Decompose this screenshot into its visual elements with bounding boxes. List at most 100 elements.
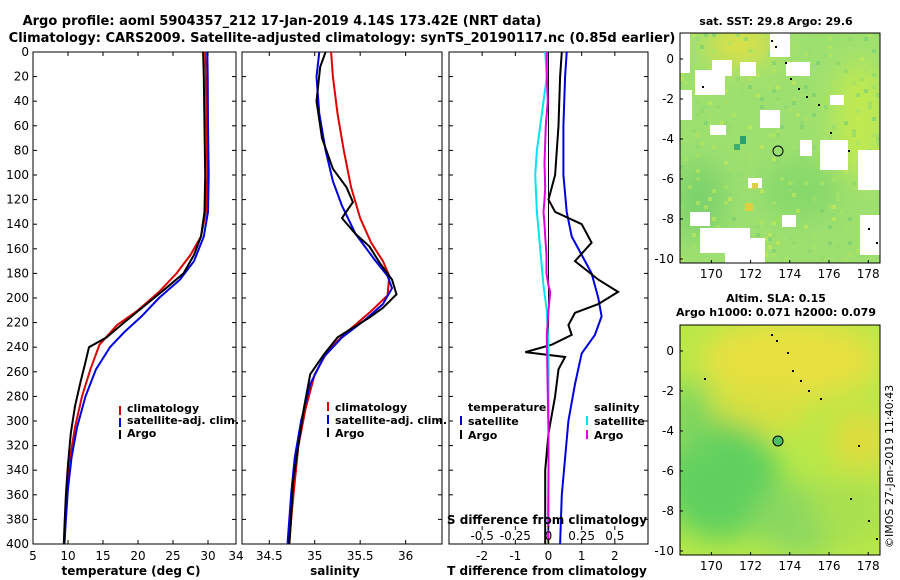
sst-pixel bbox=[772, 253, 776, 257]
sst-pixel bbox=[868, 105, 872, 109]
sst-pixel bbox=[760, 189, 764, 193]
argo-float-marker bbox=[772, 145, 784, 157]
difference-legend-salinity: salinity satellite Argo bbox=[586, 401, 645, 442]
sst-pixel bbox=[736, 33, 740, 37]
sst-pixel bbox=[812, 145, 816, 149]
legend-temperature-heading: temperature bbox=[468, 401, 546, 414]
sst-pixel bbox=[812, 93, 816, 97]
sst-pixel bbox=[700, 145, 704, 149]
sst-pixel bbox=[800, 121, 804, 125]
depth-tick-label: 180 bbox=[6, 266, 29, 280]
sst-pixel bbox=[864, 37, 868, 41]
sst-pixel bbox=[876, 137, 880, 141]
x-tick-label: -2 bbox=[476, 549, 488, 563]
sst-pixel bbox=[796, 113, 800, 117]
sst-pixel bbox=[748, 85, 752, 89]
sst-pixel bbox=[744, 37, 748, 41]
sst-pixel bbox=[728, 85, 732, 89]
sst-pixel bbox=[736, 173, 740, 177]
x-tick-label: 5 bbox=[29, 549, 37, 563]
sst-pixel bbox=[792, 81, 796, 85]
sst-pixel bbox=[700, 45, 704, 49]
sst-pixel bbox=[768, 133, 772, 137]
sst-pixel bbox=[724, 185, 728, 189]
sst-pixel bbox=[852, 81, 856, 85]
salinity-difference-label: S difference from climatology bbox=[447, 513, 647, 527]
x-tick-label: 10 bbox=[60, 549, 75, 563]
sst-pixel bbox=[844, 73, 848, 77]
sst-pixel bbox=[836, 193, 840, 197]
series-line-argo bbox=[288, 52, 398, 544]
sst-pixel bbox=[704, 105, 708, 109]
sst-pixel bbox=[680, 73, 684, 77]
sst-pixel bbox=[804, 85, 808, 89]
sst-pixel bbox=[804, 181, 808, 185]
sst-pixel bbox=[704, 33, 708, 37]
map-y-tick-label: -10 bbox=[654, 544, 674, 558]
sst-pixel bbox=[696, 169, 700, 173]
map-y-tick-label: -4 bbox=[662, 132, 674, 146]
figure-title-line1: Argo profile: aoml 5904357_212 17-Jan-20… bbox=[23, 14, 542, 29]
sst-pixel bbox=[744, 161, 748, 165]
sst-pixel bbox=[724, 161, 728, 165]
sst-pixel bbox=[716, 105, 720, 109]
sst-pixel bbox=[836, 261, 840, 263]
sst-pixel bbox=[844, 169, 848, 173]
sst-pixel bbox=[820, 209, 824, 213]
sst-pixel bbox=[748, 49, 752, 53]
sst-pixel bbox=[864, 89, 868, 93]
legend-t-argo: Argo bbox=[468, 429, 498, 442]
sst-pixel bbox=[696, 113, 700, 117]
depth-tick-label: 80 bbox=[14, 143, 29, 157]
sst-pixel bbox=[792, 97, 796, 101]
x-tick-label: 0 bbox=[545, 549, 553, 563]
sst-pixel bbox=[832, 213, 836, 217]
sst-pixel bbox=[756, 217, 760, 221]
map-x-tick-label: 172 bbox=[739, 559, 762, 573]
sst-pixel bbox=[824, 105, 828, 109]
sst-pixel bbox=[704, 201, 708, 205]
x-tick-label: 35 bbox=[307, 549, 322, 563]
sst-pixel bbox=[768, 257, 772, 261]
sst-pixel bbox=[788, 109, 792, 113]
sst-pixel bbox=[732, 217, 736, 221]
sst-pixel bbox=[740, 89, 744, 93]
depth-tick-label: 400 bbox=[6, 537, 29, 551]
sst-pixel bbox=[712, 33, 716, 37]
sst-pixel bbox=[820, 181, 824, 185]
sst-pixel bbox=[776, 85, 780, 89]
sst-pixel bbox=[804, 117, 808, 121]
sst-pixel bbox=[844, 69, 848, 73]
sla-map-frame bbox=[679, 324, 881, 556]
sst-pixel bbox=[860, 77, 864, 81]
sst-pixel bbox=[780, 177, 784, 181]
sst-pixel bbox=[820, 257, 824, 261]
x-tick-label: 15 bbox=[95, 549, 110, 563]
sst-pixel bbox=[776, 133, 780, 137]
legend-climatology: climatology bbox=[335, 401, 407, 414]
sst-pixel bbox=[796, 209, 800, 213]
sst-pixel bbox=[752, 225, 756, 229]
depth-tick-label: 60 bbox=[14, 119, 29, 133]
figure-title-line2: Climatology: CARS2009. Satellite-adjuste… bbox=[9, 31, 676, 46]
sst-pixel bbox=[696, 153, 700, 157]
sst-pixel bbox=[704, 205, 708, 209]
sst-pixel bbox=[844, 121, 848, 125]
x-tick-label: 30 bbox=[200, 549, 215, 563]
sst-pixel bbox=[824, 169, 828, 173]
sst-pixel bbox=[796, 45, 800, 49]
sst-pixel bbox=[876, 93, 880, 97]
map-y-tick-label: -2 bbox=[662, 92, 674, 106]
sst-pixel bbox=[828, 213, 832, 217]
sst-pixel bbox=[828, 241, 832, 245]
sst-pixel bbox=[712, 145, 716, 149]
sst-pixel bbox=[772, 157, 776, 161]
sst-pixel bbox=[784, 153, 788, 157]
sst-pixel bbox=[712, 217, 716, 221]
x-tick-label: 34 bbox=[228, 549, 243, 563]
sla-map bbox=[680, 325, 880, 555]
x-tick-label: 36 bbox=[398, 549, 413, 563]
sst-pixel bbox=[680, 85, 684, 89]
sst-pixel bbox=[788, 189, 792, 193]
